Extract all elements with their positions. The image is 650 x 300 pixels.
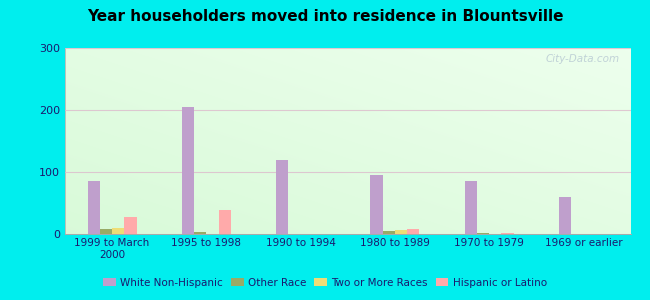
Bar (182, 107, 194, 234)
Bar (383, 231, 395, 234)
Text: City-Data.com: City-Data.com (545, 54, 619, 64)
Bar (276, 160, 289, 234)
Bar (100, 229, 112, 234)
Bar (501, 233, 514, 234)
Bar (395, 230, 407, 234)
Bar (124, 217, 136, 234)
Bar (465, 181, 477, 234)
Bar (559, 197, 571, 234)
Bar (88, 181, 100, 234)
Bar (477, 233, 489, 234)
Bar (407, 229, 419, 234)
Bar (370, 175, 383, 234)
Bar (194, 232, 207, 234)
Text: Year householders moved into residence in Blountsville: Year householders moved into residence i… (86, 9, 564, 24)
Legend: White Non-Hispanic, Other Race, Two or More Races, Hispanic or Latino: White Non-Hispanic, Other Race, Two or M… (99, 274, 551, 292)
Bar (112, 228, 124, 234)
Bar (218, 210, 231, 234)
